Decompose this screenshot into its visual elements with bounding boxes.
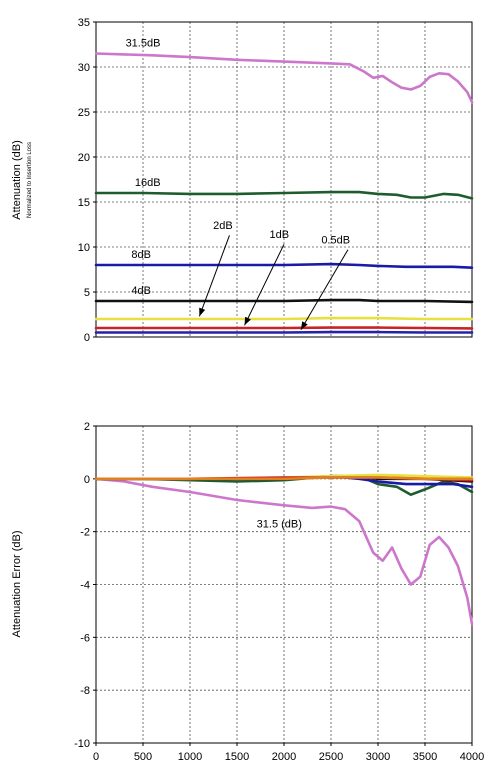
y-tick-label: 15 [78,197,90,209]
series-line-1db [94,326,474,330]
y-tick-label: 2 [84,421,90,433]
annotation-1db: 1dB [270,229,290,241]
attenuation-error-chart: -10 -8 -6 -4 -2 0 2 0 500 1000 1500 2000 2500 3000 350… [11,421,484,763]
annotation-arrow-line [198,235,230,317]
annotation-16db: 16dB [135,177,161,189]
series-line-8db [94,262,474,270]
y-tick-label: 5 [84,287,90,299]
annotation-31-5db: 31.5dB [126,37,161,49]
annotation-arrow-line [300,249,349,331]
annotation-8db: 8dB [131,249,151,261]
y-tick-label: 30 [78,62,90,74]
y-tick-label: -4 [80,580,90,592]
y-tick-label: -6 [80,632,90,644]
annotation-arrow-head [199,307,206,317]
y-tick-label: 0 [84,332,90,344]
y-tick-label: -2 [80,527,90,539]
attenuation-chart: 0 5 10 15 20 25 30 35 Attenuation (dB) Normalized… [11,17,474,344]
annotation-4db: 4dB [131,285,151,297]
series-line-31-5db [94,52,474,104]
x-tick-label: 0 [93,751,99,763]
annotation-0-5db: 0.5dB [321,234,350,246]
y-tick-label: 10 [78,242,90,254]
annotation-31-5-db: 31.5 (dB) [257,519,302,531]
y-axis-label: Attenuation (dB) [11,140,23,220]
annotation-arrow-line [244,244,285,326]
x-tick-label: 2000 [272,751,296,763]
series-line-0-5 [94,476,474,481]
y-axis-sublabel: Normalized to Insertion Loss [27,142,33,218]
y-tick-label: -8 [80,685,90,697]
y-tick-label: 25 [78,107,90,119]
series-line-2db [94,316,474,321]
y-tick-label: 35 [78,17,90,29]
y-tick-label: -10 [74,738,90,750]
series-line-31-5 [94,477,474,626]
series-line-16db [94,190,474,200]
x-tick-label: 1000 [178,751,202,763]
x-tick-label: 2500 [319,751,343,763]
y-tick-label: 20 [78,152,90,164]
x-tick-label: 4000 [460,751,484,763]
plot-frame [95,21,473,338]
x-tick-label: 3000 [366,751,390,763]
annotation-arrow-head [244,316,251,326]
y-axis-label: Attenuation Error (dB) [11,531,23,638]
series-line-4db [94,298,474,304]
annotation-2db: 2dB [213,220,233,232]
x-tick-label: 3500 [413,751,437,763]
x-tick-label: 1500 [225,751,249,763]
y-tick-label: 0 [84,474,90,486]
annotation-arrow-head [300,321,308,330]
x-tick-label: 500 [134,751,152,763]
